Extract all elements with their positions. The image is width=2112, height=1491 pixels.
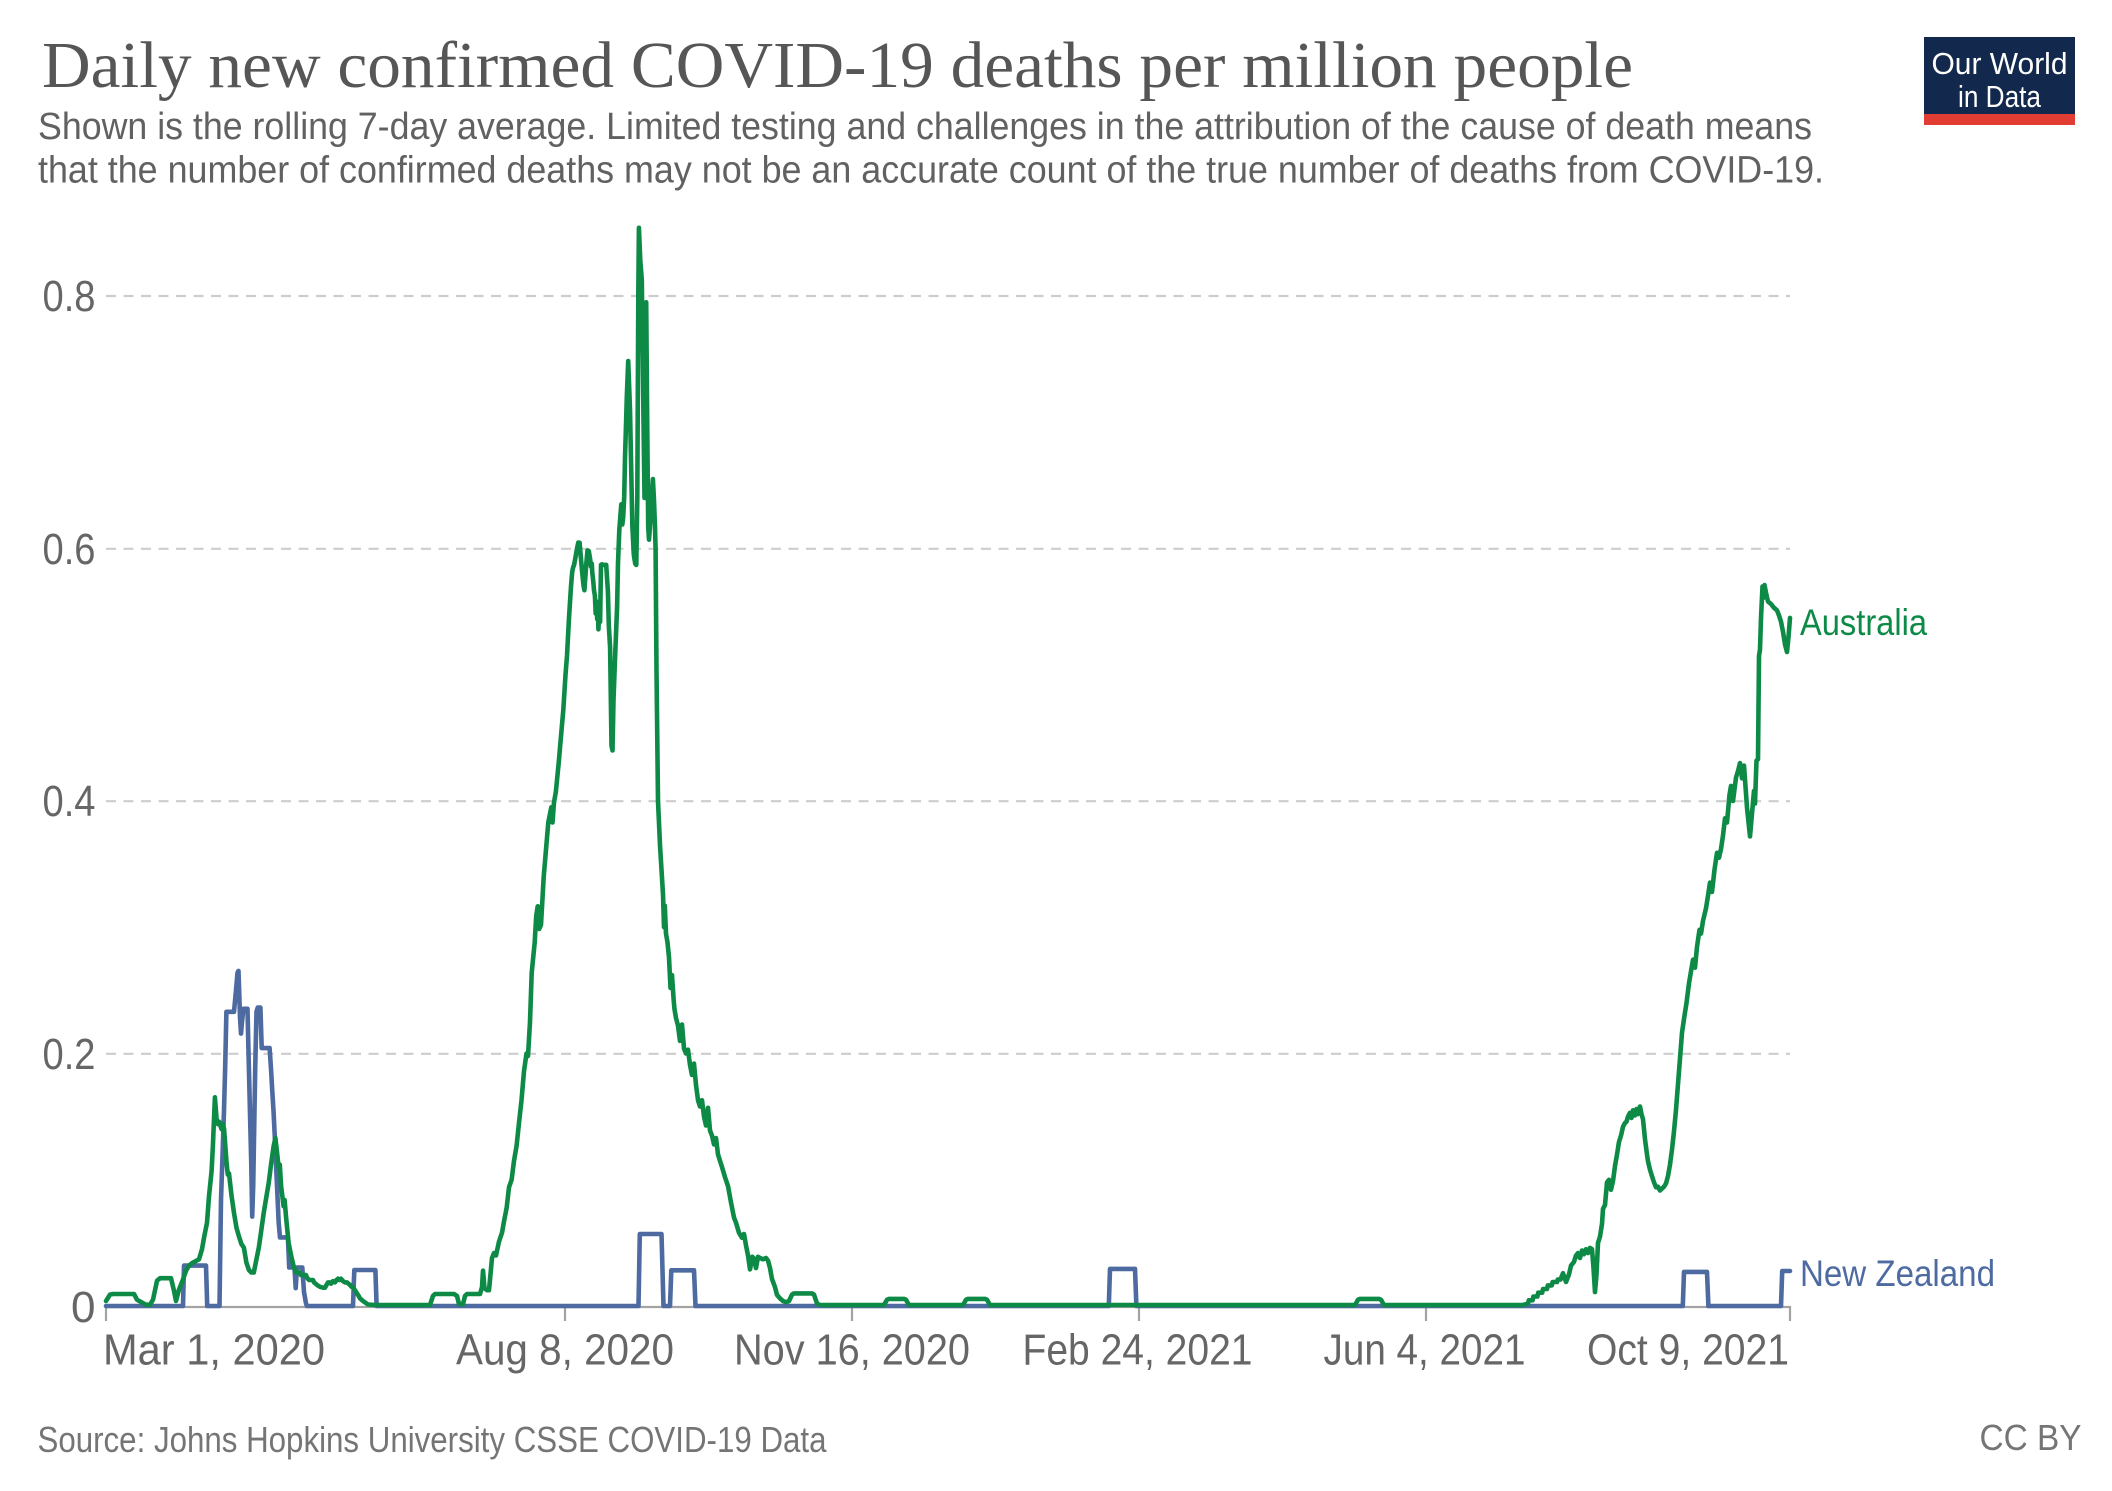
- svg-text:Aug 8, 2020: Aug 8, 2020: [456, 1326, 674, 1375]
- svg-text:Jun 4, 2021: Jun 4, 2021: [1324, 1326, 1526, 1375]
- svg-text:0.2: 0.2: [43, 1030, 96, 1079]
- svg-text:0.4: 0.4: [43, 777, 96, 826]
- svg-text:Mar 1, 2020: Mar 1, 2020: [103, 1326, 325, 1375]
- svg-text:Feb 24, 2021: Feb 24, 2021: [1023, 1326, 1253, 1375]
- svg-text:Nov 16, 2020: Nov 16, 2020: [734, 1326, 970, 1375]
- svg-text:0: 0: [71, 1283, 95, 1332]
- svg-text:Shown is the rolling 7-day ave: Shown is the rolling 7-day average. Limi…: [38, 106, 1812, 148]
- svg-text:0.8: 0.8: [43, 272, 96, 321]
- svg-text:in Data: in Data: [1958, 79, 2042, 114]
- svg-text:Daily new confirmed COVID-19 d: Daily new confirmed COVID-19 deaths per …: [42, 29, 1633, 102]
- svg-text:that the number of confirmed d: that the number of confirmed deaths may …: [38, 150, 1824, 192]
- svg-text:Source: Johns Hopkins Universi: Source: Johns Hopkins University CSSE CO…: [38, 1419, 828, 1460]
- svg-text:Oct 9, 2021: Oct 9, 2021: [1587, 1326, 1789, 1375]
- svg-text:0.6: 0.6: [43, 525, 96, 574]
- svg-text:New Zealand: New Zealand: [1800, 1253, 1995, 1294]
- svg-text:Our World: Our World: [1932, 46, 2068, 81]
- svg-text:Australia: Australia: [1800, 602, 1927, 643]
- svg-text:CC BY: CC BY: [1980, 1417, 2082, 1458]
